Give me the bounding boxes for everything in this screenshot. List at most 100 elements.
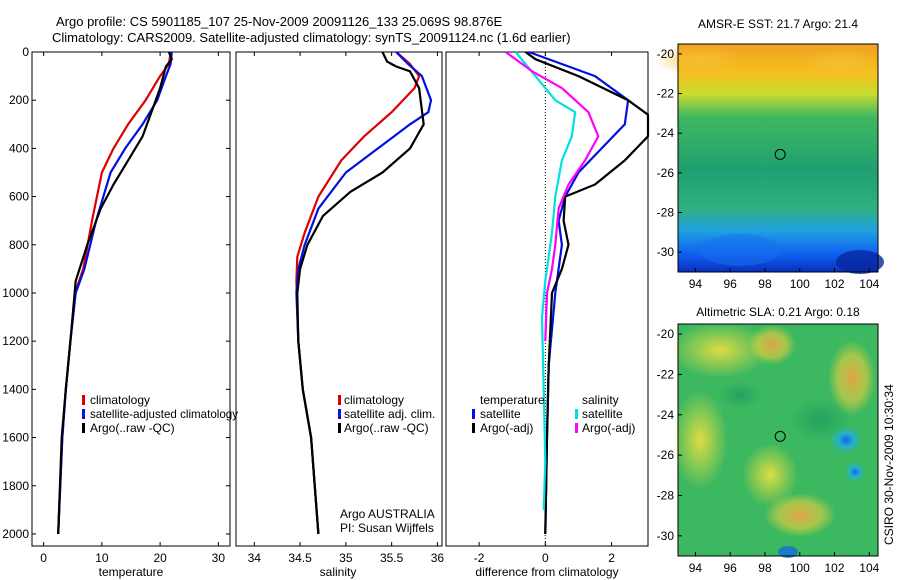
- sst-warm-patch: [800, 48, 880, 76]
- sla-map-ytick-label: -22: [657, 367, 675, 381]
- sst-map-xtick-label: 98: [758, 277, 772, 291]
- annotation-pi-name: PI: Susan Wijffels: [340, 521, 434, 535]
- sla-low-patch: [845, 462, 865, 482]
- legend-label-sal-satellite: satellite: [582, 407, 623, 421]
- sst-field: [678, 44, 878, 272]
- sla-map-xtick-label: 100: [790, 561, 810, 575]
- sla-map-ytick-label: -30: [657, 529, 675, 543]
- sst-map-title: AMSR-E SST: 21.7 Argo: 21.4: [698, 17, 858, 31]
- sla-map-xtick-label: 96: [723, 561, 737, 575]
- side-timestamp-label: CSIRO 30-Nov-2009 10:30:34: [882, 384, 896, 545]
- sst-map-ytick-label: -20: [657, 47, 675, 61]
- legend-label-satellite-adj: satellite adj. clim.: [344, 407, 435, 421]
- temperature-ytick-label: 1400: [2, 382, 29, 396]
- difference-series-temperature-argo-adj: [524, 51, 650, 535]
- sla-map-ytick-label: -26: [657, 448, 675, 462]
- temperature-ticks: 0 10 20 30 0 200 400 600 800 1000 1200 1400 1600 1800…: [2, 45, 230, 565]
- temperature-ytick-label: 0: [22, 45, 29, 59]
- salinity-xlabel: salinity: [320, 565, 357, 579]
- sla-float-marker: [774, 430, 786, 442]
- temperature-panel: 0 10 20 30 0 200 400 600 800 1000 1200 1400 1600 1800…: [2, 45, 238, 579]
- salinity-series: [295, 51, 433, 535]
- sst-map-panel: AMSR-E SST: 21.7 Argo: 21.4 94 96 98 100 102…: [655, 17, 884, 291]
- temperature-ytick-label: 2000: [2, 527, 29, 541]
- sla-yellow-patch: [742, 443, 798, 507]
- sla-warm-patch: [764, 493, 836, 537]
- sst-map-ytick-label: -22: [657, 87, 675, 101]
- sla-map-ytick-label: -20: [657, 327, 675, 341]
- figure-title-line2: Climatology: CARS2009. Satellite-adjuste…: [52, 30, 571, 45]
- salinity-xtick-label: 34: [248, 551, 262, 565]
- sla-map-xtick-label: 94: [689, 561, 703, 575]
- legend-label-satellite-adjusted: satellite-adjusted climatology: [90, 407, 238, 421]
- difference-axes-box: [445, 51, 649, 547]
- salinity-series-argo-raw-qc: [296, 51, 425, 535]
- legend-label-temp-argo: Argo(-adj): [480, 421, 533, 435]
- difference-xtick-label: 0: [542, 551, 549, 565]
- sst-map-xtick-label: 100: [790, 277, 810, 291]
- sst-float-marker: [774, 148, 786, 160]
- difference-series: [504, 50, 650, 535]
- salinity-xtick-label: 35.5: [380, 551, 404, 565]
- sla-map-title: Altimetric SLA: 0.21 Argo: 0.18: [696, 305, 860, 319]
- difference-legend: temperature satellite Argo(-adj) salinit…: [472, 393, 635, 435]
- salinity-xtick-label: 36: [431, 551, 445, 565]
- temperature-series-argo-raw-qc: [57, 51, 173, 535]
- sst-map-ytick-label: -24: [657, 126, 675, 140]
- sla-map-image: [670, 322, 878, 558]
- salinity-series-satellite-adj-clim: [295, 51, 433, 535]
- salinity-series-climatology: [295, 51, 421, 535]
- legend-swatch-argo: [82, 423, 85, 433]
- sst-map-xtick-label: 94: [689, 277, 703, 291]
- legend-label-climatology: climatology: [344, 393, 404, 407]
- sla-low-patch: [830, 426, 862, 454]
- legend-swatch-temp-argo: [472, 423, 475, 433]
- temperature-ytick-label: 1000: [2, 286, 29, 300]
- temperature-axes-box: [31, 51, 231, 547]
- sla-yellow-patch: [672, 390, 728, 490]
- sst-map-xtick-label: 96: [723, 277, 737, 291]
- sst-map-ticks: 94 96 98 100 102 104 -20 -22 -24 -26 -28 -30: [657, 47, 880, 291]
- sla-map-xtick-label: 98: [758, 561, 772, 575]
- temperature-ytick-label: 1600: [2, 431, 29, 445]
- sla-map-panel: Altimetric SLA: 0.21 Argo: 0.18 94 96 98 10…: [657, 305, 880, 575]
- temperature-ytick-label: 1800: [2, 479, 29, 493]
- sst-cold-patch: [700, 234, 780, 266]
- sla-map-xtick-label: 102: [825, 561, 845, 575]
- temperature-xtick-label: 0: [40, 551, 47, 565]
- legend-swatch-satellite-adjusted: [82, 409, 85, 419]
- temperature-xtick-label: 20: [153, 551, 167, 565]
- difference-xtick-label: 2: [608, 551, 615, 565]
- temperature-ytick-label: 800: [9, 238, 29, 252]
- sla-map-ytick-label: -28: [657, 488, 675, 502]
- difference-panel: -2 0 2 difference from climatology tempera…: [445, 50, 650, 579]
- temperature-ytick-label: 400: [9, 141, 29, 155]
- temperature-xtick-label: 30: [212, 551, 226, 565]
- legend-swatch-satellite-adj: [338, 409, 341, 419]
- sst-cold-patch: [836, 250, 884, 274]
- temperature-xlabel: temperature: [99, 565, 164, 579]
- temperature-series: [57, 51, 173, 535]
- legend-swatch-climatology: [338, 395, 341, 405]
- difference-ticks: -2 0 2: [474, 52, 615, 565]
- temperature-ytick-label: 200: [9, 93, 29, 107]
- sla-yellow-patch: [670, 322, 770, 378]
- sst-map-ytick-label: -26: [657, 166, 675, 180]
- sst-map-xtick-label: 102: [825, 277, 845, 291]
- legend-label-climatology: climatology: [90, 393, 150, 407]
- sla-low-patch: [778, 546, 798, 558]
- legend-label-salinity: salinity: [582, 393, 619, 407]
- salinity-ticks: 34 34.5 35 35.5 36: [248, 52, 445, 565]
- salinity-panel: 34 34.5 35 35.5 36 salinity climatology sate…: [235, 51, 445, 579]
- legend-swatch-sal-satellite: [575, 409, 578, 419]
- salinity-xtick-label: 35: [339, 551, 353, 565]
- legend-swatch-temp-satellite: [472, 409, 475, 419]
- annotation-argo-australia: Argo AUSTRALIA: [340, 507, 435, 521]
- legend-label-argo: Argo(..raw -QC): [344, 421, 429, 435]
- legend-label-argo: Argo(..raw -QC): [90, 421, 175, 435]
- sla-map-xtick-label: 104: [859, 561, 879, 575]
- legend-swatch-sal-argo: [575, 423, 578, 433]
- salinity-xtick-label: 34.5: [288, 551, 312, 565]
- legend-swatch-climatology: [82, 395, 85, 405]
